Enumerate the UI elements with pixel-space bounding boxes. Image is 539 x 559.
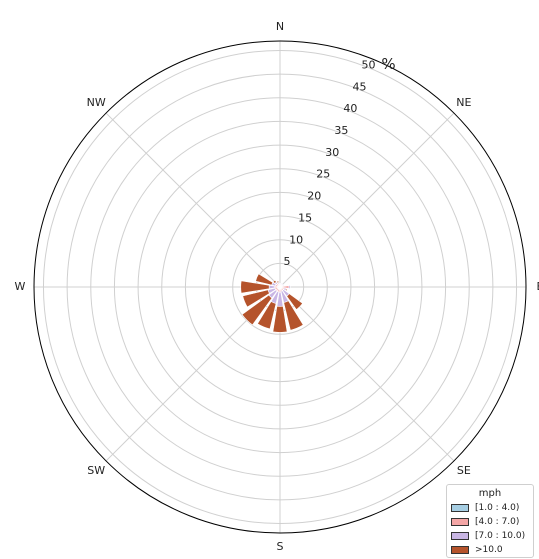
direction-label-NW: NW [87, 96, 106, 109]
legend-label: [4.0 : 7.0) [475, 516, 520, 527]
legend-swatch [451, 503, 469, 512]
ring-label-5: 5 [284, 255, 291, 268]
legend-label: [1.0 : 4.0) [475, 502, 520, 513]
direction-label-SW: SW [87, 464, 105, 477]
unit-label: % [381, 55, 395, 73]
direction-label-N: N [276, 20, 284, 33]
bar-ENE-series-2 [282, 284, 285, 287]
bar-SW-series-3 [241, 294, 273, 326]
legend-entry: >10.0 [451, 544, 533, 555]
ring-label-30: 30 [325, 146, 339, 159]
legend-title: mph [478, 488, 502, 499]
bar-E-series-2 [288, 285, 291, 289]
ring-label-50: 50 [362, 58, 376, 71]
legend-swatch [451, 531, 469, 540]
axis-labels: N NE E SE S SW W NW 5 10 15 20 25 30 35 40 45 50% [15, 20, 539, 553]
direction-label-W: W [15, 280, 26, 293]
bar-SSW-series-3 [257, 301, 277, 330]
legend-label: [7.0 : 10.0) [475, 530, 526, 541]
bar-WSW-series-3 [242, 289, 270, 308]
bar-NNW-series-3 [276, 280, 280, 284]
legend: mph [1.0 : 4.0) [4.0 : 7.0) [7.0 : 10.0) >1… [446, 484, 534, 558]
bar-WNW-series-3 [255, 273, 274, 286]
direction-label-S: S [277, 540, 284, 553]
bar-NW-series-3 [272, 279, 277, 284]
spoke-NW [105, 112, 281, 288]
legend-swatch [451, 517, 469, 526]
direction-label-NE: NE [456, 96, 471, 109]
bar-W-series-3 [240, 280, 270, 294]
legend-entry: [4.0 : 7.0) [451, 516, 533, 527]
outer-ring [33, 40, 527, 534]
legend-entry: [1.0 : 4.0) [451, 502, 533, 513]
bar-SSE-series-3 [283, 300, 304, 331]
legend-swatch [451, 545, 469, 554]
bar-SE-series-3 [286, 293, 304, 311]
ring-label-20: 20 [307, 190, 321, 203]
direction-label-E: E [537, 280, 539, 293]
ring-label-15: 15 [298, 211, 312, 224]
ring-label-25: 25 [316, 168, 330, 181]
bar-S-series-3 [272, 305, 288, 333]
legend-label: >10.0 [475, 544, 503, 555]
direction-label-SE: SE [457, 464, 471, 477]
wind-bars [240, 273, 304, 333]
ring-label-40: 40 [343, 102, 357, 115]
spoke-NE [279, 112, 455, 288]
ring-label-35: 35 [334, 124, 348, 137]
ring-label-10: 10 [289, 233, 303, 246]
spoke-SE [279, 286, 455, 462]
legend-entry: [7.0 : 10.0) [451, 530, 533, 541]
ring-label-45: 45 [352, 80, 366, 93]
bar-ESE-series-3 [285, 288, 288, 292]
